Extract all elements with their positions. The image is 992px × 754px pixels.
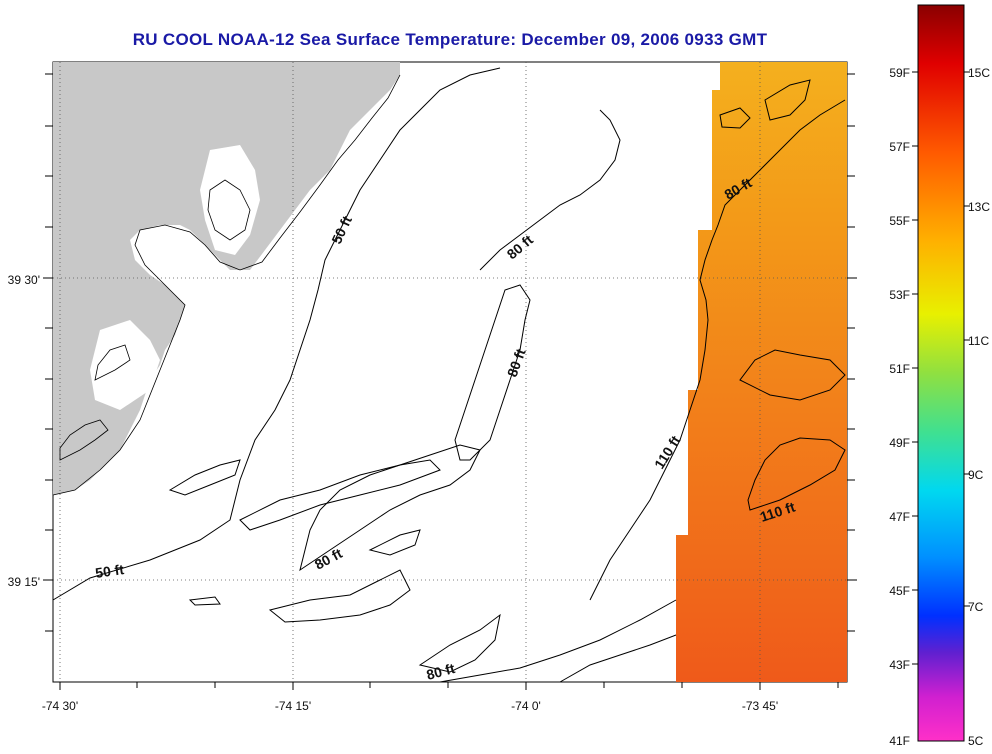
contour-80ft-mid [454, 284, 531, 461]
colorbar-c-label: 9C [968, 468, 984, 482]
contour-mid-1 [368, 529, 421, 556]
contour-80ft-north [479, 109, 621, 271]
contour-110ft [589, 99, 846, 601]
colorbar-f-label: 51F [889, 362, 910, 376]
colorbar-f-label: 41F [889, 734, 910, 748]
contour-small-1 [719, 107, 751, 129]
bay-area [200, 145, 260, 255]
colorbar-f-label: 43F [889, 658, 910, 672]
colorbar-c-label: 7C [968, 600, 984, 614]
contour-label-50ft-south: 50 ft [94, 561, 125, 581]
colorbar-ticks [912, 71, 970, 665]
y-axis-labels: 39 30' 39 15' [8, 273, 40, 589]
colorbar-f-label: 47F [889, 510, 910, 524]
colorbar-f-label: 57F [889, 140, 910, 154]
contour-50ft [52, 67, 501, 601]
bathymetry-contours [52, 67, 846, 683]
map-title: RU COOL NOAA-12 Sea Surface Temperature:… [132, 30, 768, 49]
contour-label-80ft-bottom: 80 ft [425, 660, 457, 683]
colorbar-f-label: 45F [889, 584, 910, 598]
y-tick-label: 39 15' [8, 575, 40, 589]
contour-80ft-south1 [299, 444, 481, 572]
x-tick-label: -74 0' [511, 699, 541, 713]
contour-eastern [764, 79, 811, 121]
x-axis-labels: -74 30' -74 15' -74 0' -73 45' [42, 699, 778, 713]
x-tick-label: -74 30' [42, 699, 78, 713]
contour-coastal-2 [188, 596, 221, 606]
contour-coastal-1 [168, 459, 241, 496]
y-tick-label: 39 30' [8, 273, 40, 287]
colorbar-f-label: 53F [889, 288, 910, 302]
x-tick-label: -73 45' [742, 699, 778, 713]
contour-110ft-loop [747, 437, 846, 511]
tick-marks [43, 73, 857, 690]
colorbar-f-label: 59F [889, 66, 910, 80]
contour-sw-2 [418, 613, 501, 673]
sst-warm-region [676, 62, 847, 682]
contour-deep-loop [739, 349, 846, 401]
colorbar-c-label: 13C [968, 200, 990, 214]
colorbar-f-label: 49F [889, 436, 910, 450]
grid-lines [53, 62, 847, 682]
colorbar-c-labels: 15C 13C 11C 9C 7C 5C [968, 66, 990, 748]
colorbar [917, 4, 965, 742]
contour-south-80 [439, 599, 677, 683]
colorbar-f-labels: 59F 57F 55F 53F 51F 49F 47F 45F 43F 41F [889, 66, 910, 748]
colorbar-c-label: 15C [968, 66, 990, 80]
contour-80ft-south2 [239, 459, 441, 531]
contour-south-deep [559, 634, 677, 683]
colorbar-f-label: 55F [889, 214, 910, 228]
contour-sw-1 [268, 569, 411, 623]
coastline [52, 74, 401, 496]
colorbar-c-label: 5C [968, 734, 984, 748]
inlet-area [90, 320, 160, 410]
colorbar-c-label: 11C [968, 334, 989, 348]
x-tick-label: -74 15' [275, 699, 311, 713]
